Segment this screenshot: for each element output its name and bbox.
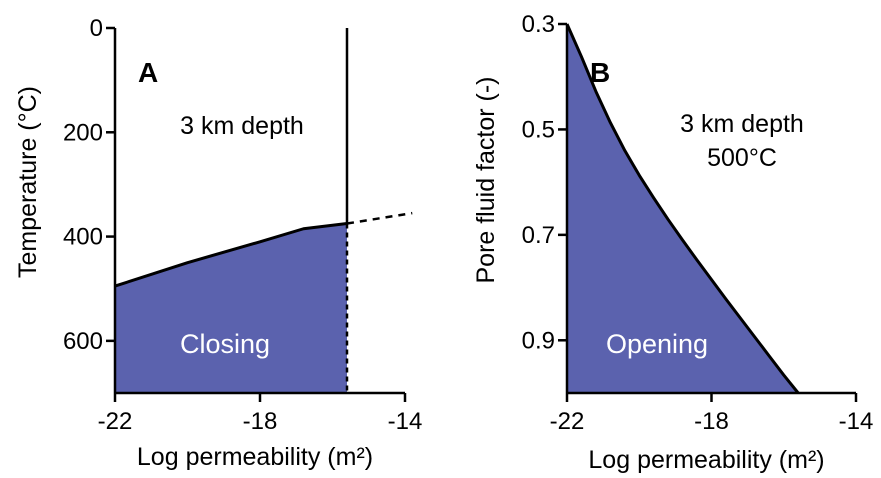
region-label: Closing: [180, 329, 270, 359]
dashed-extension: [346, 211, 413, 225]
region-fill: [115, 223, 347, 393]
boundary-line: [565, 23, 800, 394]
region-fill: [567, 24, 799, 393]
annotation-text: 3 km depth: [680, 110, 804, 138]
y-axis-label: Temperature (°C): [14, 86, 42, 278]
y-tick-label: 400: [63, 224, 103, 251]
x-tick-label: -14: [388, 408, 423, 435]
x-tick-label: -22: [98, 408, 133, 435]
x-tick-label: -22: [550, 408, 585, 435]
boundary-line: [114, 222, 348, 288]
x-tick-label: -18: [243, 408, 278, 435]
x-axis-label: Log permeability (m²): [137, 443, 373, 471]
panel-a: 0 200 400 600 -22 -18 -14 Log permeability (m²)…: [14, 15, 422, 471]
y-tick-label: 0.7: [522, 222, 555, 249]
y-tick-label: 0.9: [522, 327, 555, 354]
x-tick-label: -18: [694, 408, 729, 435]
region-label: Opening: [606, 329, 708, 359]
panel-letter: A: [138, 57, 158, 88]
y-tick-label: 0: [90, 15, 103, 42]
y-tick-label: 0.5: [522, 116, 555, 143]
y-tick-label: 200: [63, 119, 103, 146]
panel-letter: B: [590, 57, 610, 88]
y-axis-label: Pore fluid factor (-): [472, 76, 500, 283]
panel-b: 0.3 0.5 0.7 0.9 -22 -18 -14 Log permeability (m…: [472, 11, 873, 474]
y-tick-label: 600: [63, 328, 103, 355]
annotation-text: 500°C: [707, 144, 777, 172]
x-tick-label: -14: [839, 408, 874, 435]
x-axis-label: Log permeability (m²): [588, 446, 824, 474]
y-tick-label: 0.3: [522, 11, 555, 38]
annotation-text: 3 km depth: [180, 112, 304, 140]
